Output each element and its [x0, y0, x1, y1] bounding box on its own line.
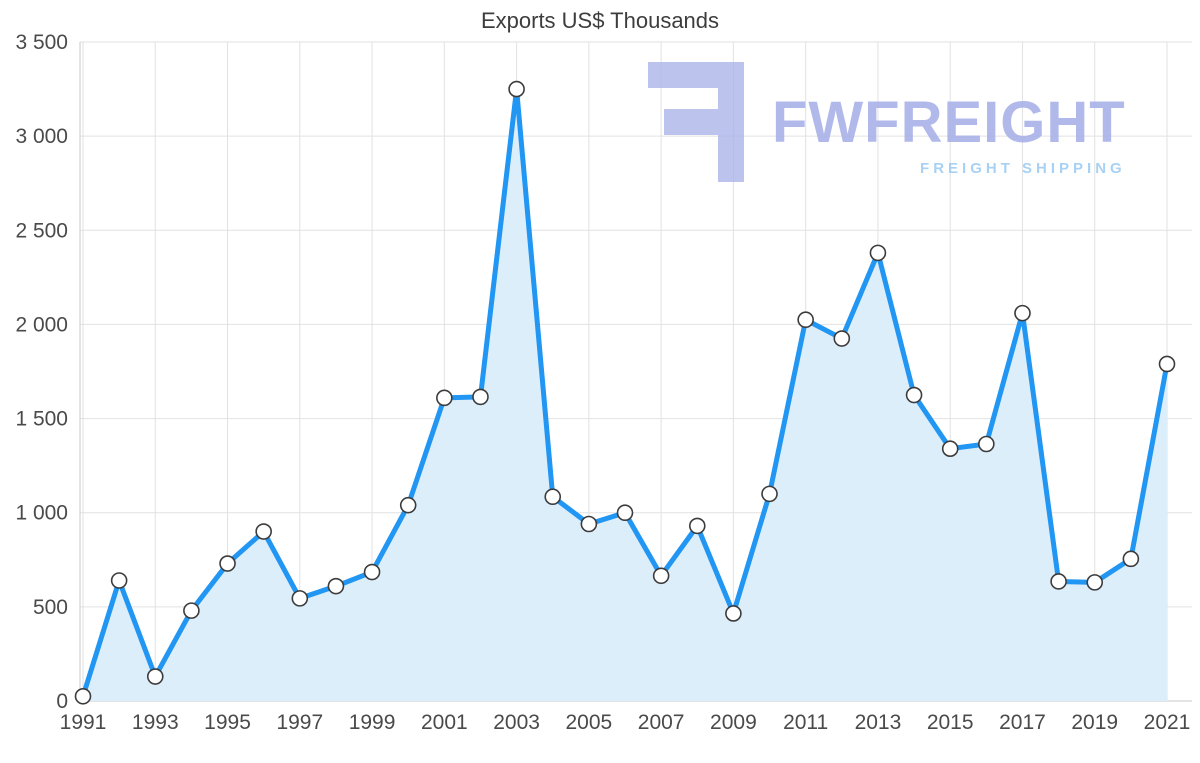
svg-text:2007: 2007: [638, 711, 685, 734]
svg-text:2003: 2003: [493, 711, 540, 734]
svg-text:2015: 2015: [927, 711, 974, 734]
svg-text:2021: 2021: [1144, 711, 1191, 734]
svg-text:2009: 2009: [710, 711, 757, 734]
svg-text:1991: 1991: [60, 711, 107, 734]
svg-text:2005: 2005: [566, 711, 613, 734]
svg-text:500: 500: [33, 596, 68, 619]
svg-text:2 500: 2 500: [15, 219, 68, 242]
svg-text:2013: 2013: [855, 711, 902, 734]
chart-title: Exports US$ Thousands: [480, 8, 720, 33]
svg-text:0: 0: [56, 690, 68, 713]
svg-text:1995: 1995: [204, 711, 251, 734]
svg-text:1 000: 1 000: [15, 502, 68, 525]
svg-text:1997: 1997: [276, 711, 323, 734]
svg-text:1 500: 1 500: [15, 408, 68, 431]
svg-text:1993: 1993: [132, 711, 179, 734]
svg-text:3 000: 3 000: [15, 125, 68, 148]
svg-text:3 500: 3 500: [15, 31, 68, 54]
svg-text:2001: 2001: [421, 711, 468, 734]
svg-text:2019: 2019: [1071, 711, 1118, 734]
svg-text:2011: 2011: [783, 711, 828, 734]
svg-text:2017: 2017: [999, 711, 1046, 734]
svg-text:1999: 1999: [349, 711, 396, 734]
svg-text:2 000: 2 000: [15, 313, 68, 336]
